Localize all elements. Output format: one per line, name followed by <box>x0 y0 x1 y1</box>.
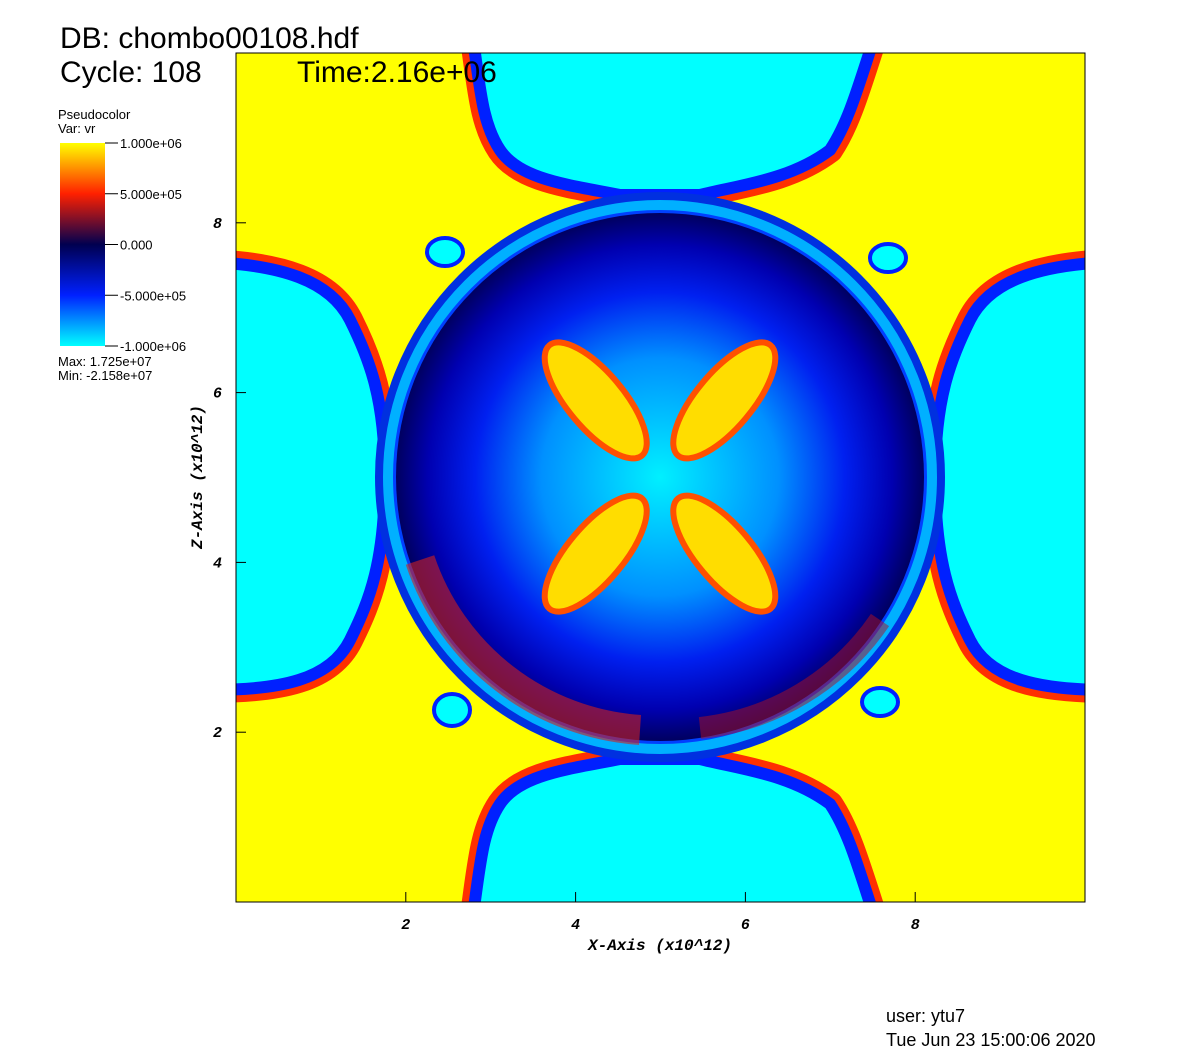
red-band <box>698 613 890 739</box>
region-right-edge <box>929 257 1085 696</box>
time: Time:2.16e+06 <box>297 56 497 89</box>
lobe <box>670 339 779 462</box>
blob <box>868 242 908 274</box>
legend-max: Max: 1.725e+07 <box>58 354 152 369</box>
lobe <box>670 492 779 615</box>
plot-frame <box>235 52 1086 903</box>
y-tick-label: 8 <box>213 216 222 233</box>
blob <box>860 686 900 718</box>
x-tick-label: 6 <box>741 917 750 934</box>
colorbar <box>60 143 105 346</box>
lobe <box>541 492 650 615</box>
x-axis-label: X-Axis (x10^12) <box>587 937 732 955</box>
lobe <box>541 339 650 462</box>
y-tick-label: 6 <box>213 386 222 403</box>
y-tick-label: 2 <box>213 725 222 742</box>
shell-ring <box>383 200 937 754</box>
colorbar-tick-label: 0.000 <box>120 238 153 253</box>
date: Tue Jun 23 15:00:06 2020 <box>886 1030 1096 1050</box>
user: user: ytu7 <box>886 1006 965 1026</box>
colorbar-tick-label: -5.000e+05 <box>120 288 186 303</box>
title: DB: chombo00108.hdf <box>60 22 359 55</box>
y-tick-label: 4 <box>213 555 222 572</box>
blob <box>425 236 465 268</box>
colorbar-tick-label: -1.000e+06 <box>120 339 186 354</box>
legend-title: Pseudocolor <box>58 107 131 122</box>
blob <box>432 692 472 728</box>
field <box>236 53 1085 902</box>
x-tick-label: 8 <box>911 917 920 934</box>
legend-variable: Var: vr <box>58 121 96 136</box>
x-tick-label: 2 <box>401 917 410 934</box>
red-band <box>405 555 642 745</box>
y-axis-label: Z-Axis (x10^12) <box>189 405 207 550</box>
legend-min: Min: -2.158e+07 <box>58 368 152 383</box>
x-tick-label: 4 <box>571 917 580 934</box>
colorbar-tick-label: 5.000e+05 <box>120 187 182 202</box>
lobes <box>541 339 779 615</box>
cycle: Cycle: 108 <box>60 56 202 89</box>
colorbar-tick-label: 1.000e+06 <box>120 136 182 151</box>
small-blobs <box>425 236 908 728</box>
bubble <box>396 213 924 741</box>
